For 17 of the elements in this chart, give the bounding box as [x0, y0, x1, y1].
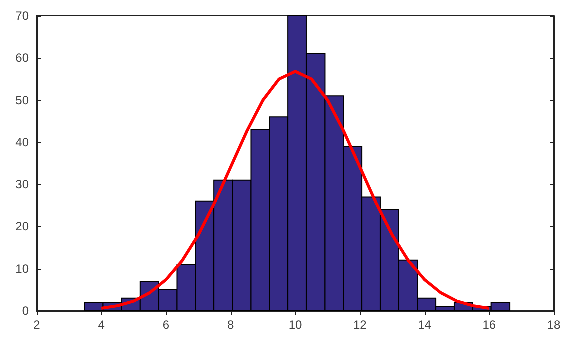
y-tick-label: 50 — [16, 93, 30, 108]
x-tick-label: 14 — [418, 318, 432, 332]
y-tick-label: 70 — [16, 9, 30, 23]
y-tick-label: 60 — [16, 51, 30, 66]
y-tick-label: 0 — [22, 304, 30, 318]
y-tick-label: 30 — [16, 178, 30, 192]
x-tick-label: 16 — [482, 318, 496, 332]
x-tick-label: 6 — [162, 318, 170, 332]
y-tick-label: 10 — [16, 262, 30, 276]
x-tick-label: 18 — [547, 318, 561, 332]
x-tick-label: 8 — [228, 318, 235, 332]
y-tick-label: 20 — [16, 220, 30, 234]
x-tick-label: 4 — [98, 318, 106, 332]
x-tick-label: 10 — [288, 318, 302, 332]
x-tick-label: 2 — [34, 318, 41, 332]
y-tick-label: 40 — [16, 135, 30, 150]
x-tick-label: 12 — [353, 318, 368, 332]
